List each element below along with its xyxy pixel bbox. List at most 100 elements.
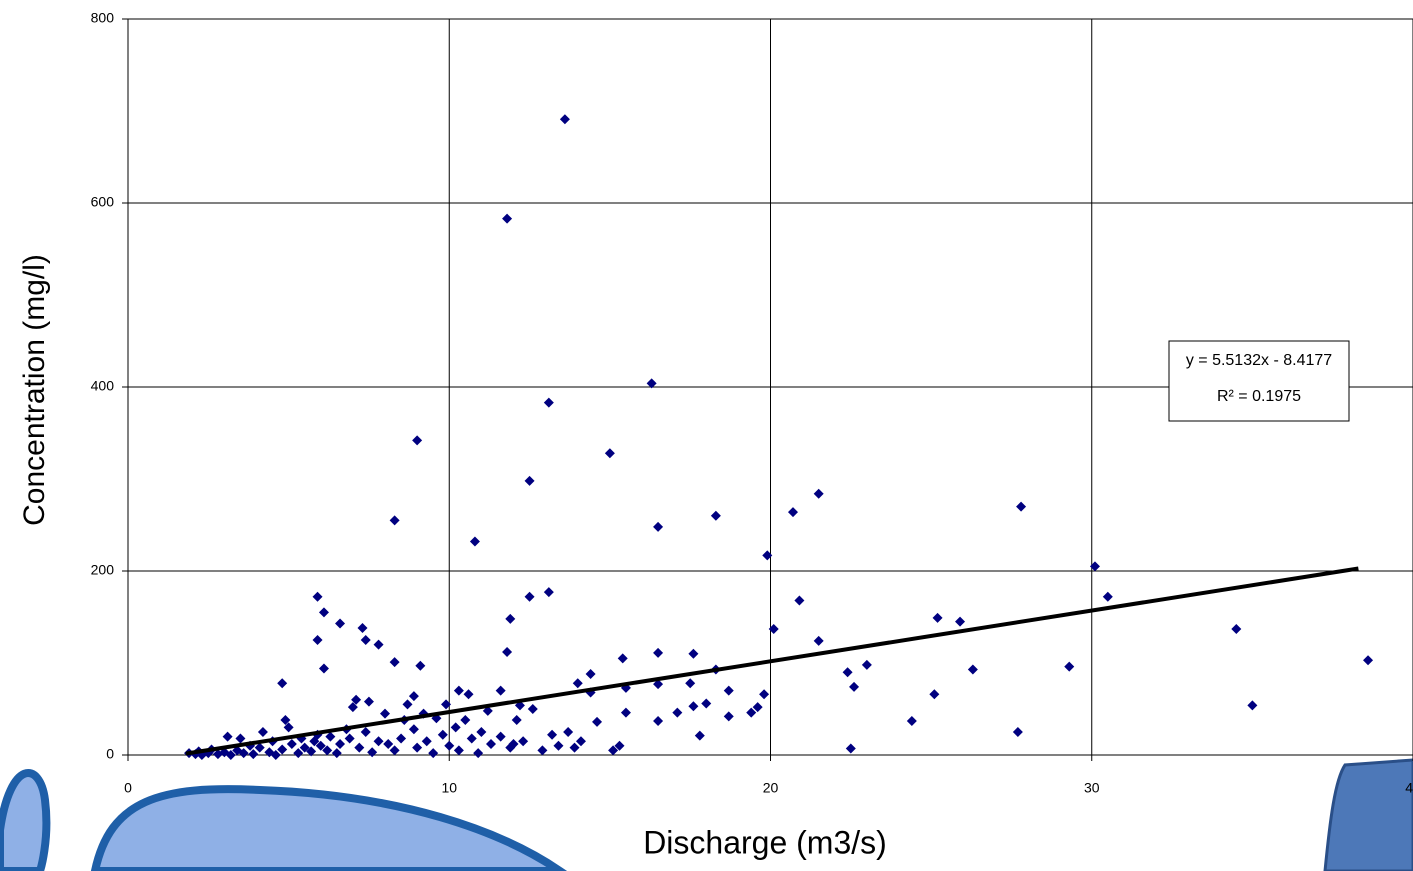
- data-point: [248, 749, 259, 760]
- data-point: [277, 678, 288, 689]
- data-point: [318, 663, 329, 674]
- y-tick-label: 600: [91, 194, 115, 210]
- data-point: [453, 745, 464, 756]
- data-point: [592, 716, 603, 727]
- data-point: [383, 738, 394, 749]
- data-point: [373, 736, 384, 747]
- data-point: [428, 748, 439, 759]
- data-point: [813, 635, 824, 646]
- data-point: [357, 623, 368, 634]
- data-point: [473, 748, 484, 759]
- data-point: [813, 488, 824, 499]
- y-tick-label: 0: [106, 746, 114, 762]
- data-point: [672, 707, 683, 718]
- data-point: [495, 731, 506, 742]
- data-point: [1102, 591, 1113, 602]
- data-point: [396, 733, 407, 744]
- data-point: [437, 729, 448, 740]
- data-point: [524, 475, 535, 486]
- data-point: [460, 715, 471, 726]
- trend-equation: y = 5.5132x - 8.4177: [1186, 352, 1332, 369]
- data-point: [293, 748, 304, 759]
- data-point: [688, 648, 699, 659]
- data-point: [842, 667, 853, 678]
- data-point: [585, 669, 596, 680]
- data-point: [723, 711, 734, 722]
- x-tick-label: 0: [124, 780, 132, 796]
- data-point: [537, 745, 548, 756]
- data-point: [286, 738, 297, 749]
- data-point: [389, 657, 400, 668]
- data-point: [694, 730, 705, 741]
- data-point: [412, 742, 423, 753]
- data-point: [389, 515, 400, 526]
- y-axis-label: Concentration (mg/l): [18, 254, 51, 526]
- data-point: [354, 742, 365, 753]
- data-point: [759, 689, 770, 700]
- data-point: [363, 696, 374, 707]
- data-point: [335, 618, 346, 629]
- data-point: [270, 750, 281, 760]
- data-point: [547, 729, 558, 740]
- data-point: [502, 213, 513, 224]
- data-point: [1363, 655, 1374, 666]
- data-point: [617, 653, 628, 664]
- data-point: [306, 746, 317, 757]
- data-point: [575, 736, 586, 747]
- data-point: [861, 659, 872, 670]
- data-point: [322, 745, 333, 756]
- data-point: [402, 699, 413, 710]
- data-point: [849, 681, 860, 692]
- equation-box: [1168, 340, 1350, 422]
- data-point: [1016, 501, 1027, 512]
- data-point: [235, 733, 246, 744]
- data-point: [653, 521, 664, 532]
- data-point: [653, 647, 664, 658]
- data-point: [380, 708, 390, 719]
- y-tick-label: 400: [91, 378, 115, 394]
- data-point: [688, 701, 699, 712]
- data-point: [845, 743, 856, 754]
- data-point: [906, 715, 917, 726]
- data-point: [450, 722, 461, 733]
- data-point: [389, 745, 400, 756]
- data-point: [787, 507, 798, 518]
- data-point: [608, 745, 619, 756]
- data-point: [752, 702, 763, 713]
- data-point: [408, 691, 419, 702]
- data-point: [335, 738, 346, 749]
- data-point: [280, 715, 291, 726]
- data-point: [421, 736, 432, 747]
- data-point: [710, 510, 721, 521]
- data-point: [653, 679, 664, 690]
- data-point: [299, 742, 310, 753]
- data-point: [315, 740, 326, 751]
- data-point: [466, 733, 477, 744]
- data-point: [344, 733, 355, 744]
- data-point: [1064, 661, 1075, 672]
- data-point: [1089, 561, 1100, 572]
- data-point: [367, 747, 378, 758]
- data-point: [318, 607, 329, 618]
- data-point: [511, 715, 522, 726]
- data-point: [572, 678, 583, 689]
- data-point: [463, 689, 474, 700]
- decoration: [1323, 758, 1413, 871]
- data-point: [444, 740, 455, 751]
- data-point: [408, 724, 419, 735]
- data-point: [441, 699, 452, 710]
- data-point: [559, 114, 570, 125]
- data-point: [524, 591, 535, 602]
- data-point: [794, 595, 805, 606]
- data-point: [701, 698, 712, 709]
- data-point: [967, 664, 978, 675]
- data-point: [543, 587, 554, 598]
- data-point: [746, 707, 757, 718]
- data-point: [225, 750, 236, 760]
- data-point: [347, 702, 358, 713]
- data-point: [277, 744, 288, 755]
- data-point: [312, 635, 323, 645]
- data-point: [762, 550, 773, 561]
- data-point: [412, 435, 423, 446]
- x-tick-label: 30: [1084, 780, 1100, 796]
